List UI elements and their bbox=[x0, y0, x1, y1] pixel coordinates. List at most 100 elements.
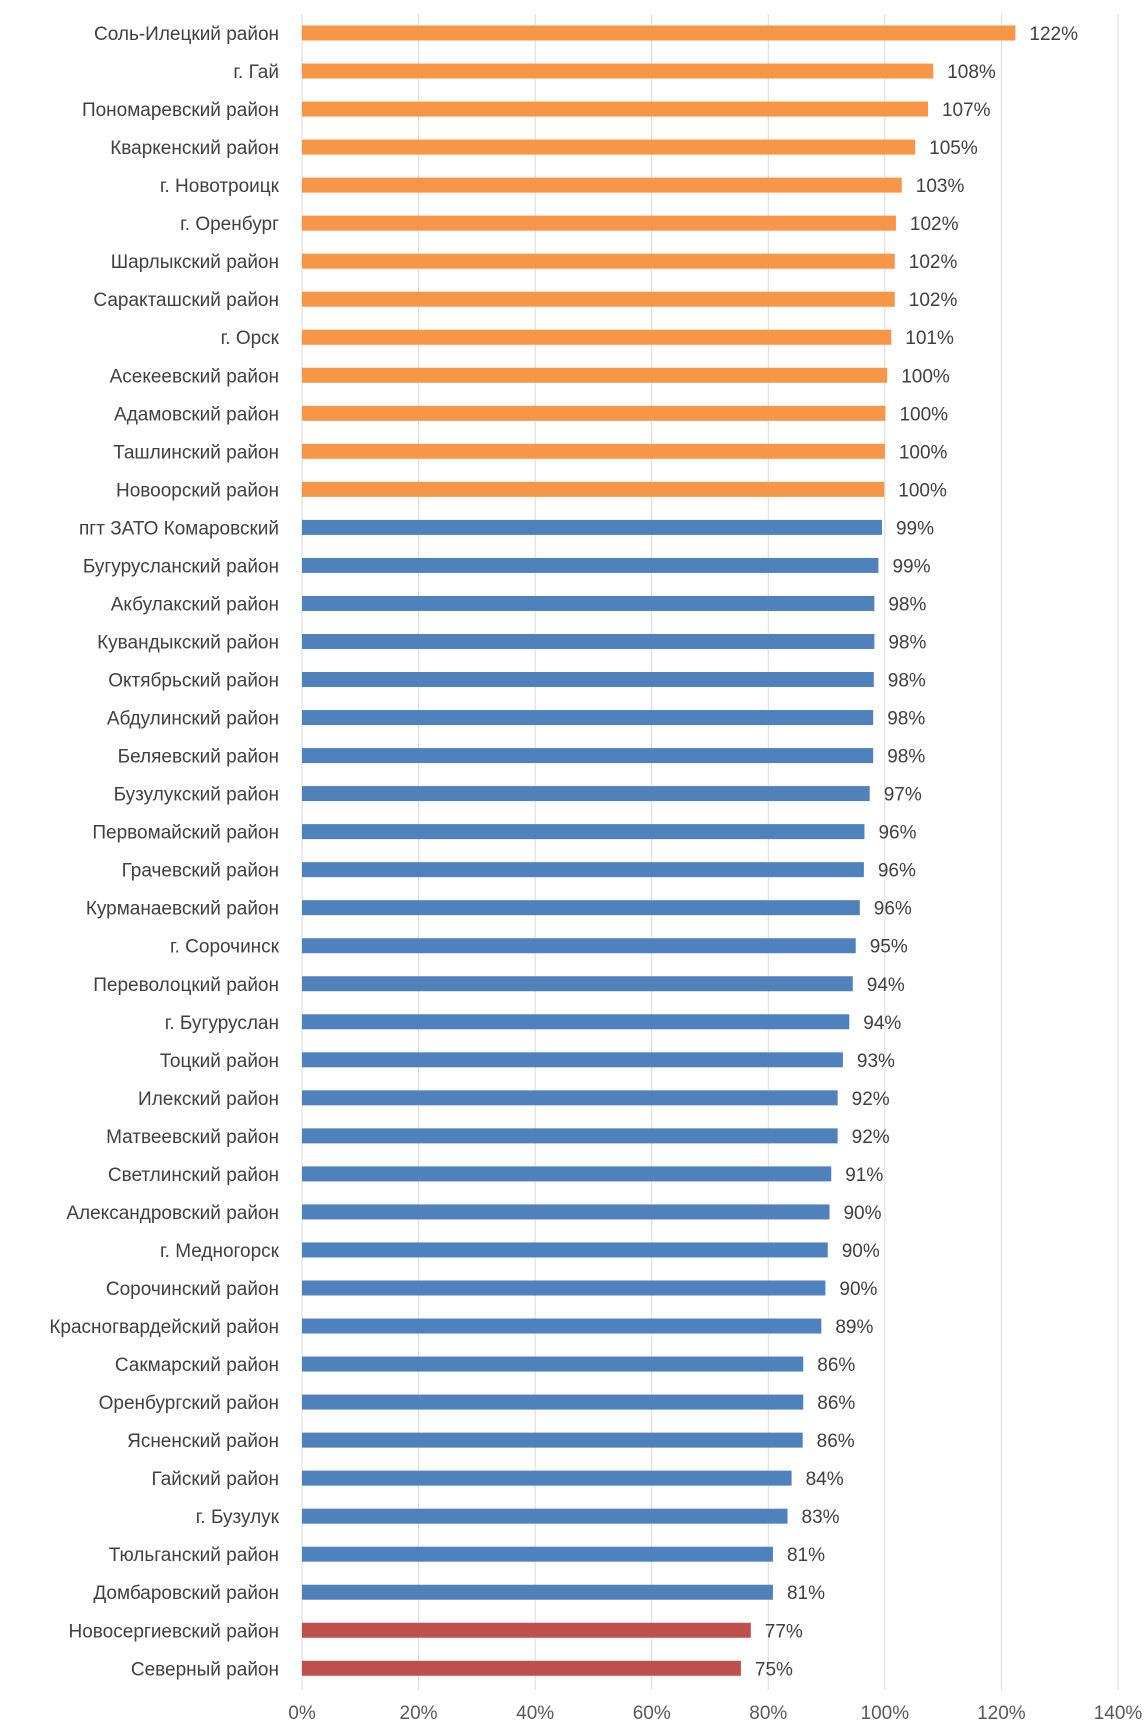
bar bbox=[302, 63, 934, 79]
data-label: 98% bbox=[887, 747, 925, 768]
bars bbox=[302, 25, 1016, 1676]
category-label: Сакмарский район bbox=[115, 1355, 279, 1376]
category-label: Домбаровский район bbox=[93, 1583, 279, 1604]
data-label: 94% bbox=[867, 975, 905, 996]
data-label: 91% bbox=[845, 1165, 883, 1186]
x-tick-label: 100% bbox=[861, 1703, 910, 1724]
bar bbox=[302, 1622, 751, 1638]
category-label: Бузулукский район bbox=[114, 785, 279, 806]
bar bbox=[302, 329, 892, 345]
category-label: Илекский район bbox=[138, 1089, 279, 1110]
category-label: Новосергиевский район bbox=[69, 1621, 279, 1642]
bar bbox=[302, 748, 874, 764]
category-label: Красногвардейский район bbox=[49, 1317, 279, 1338]
data-label: 75% bbox=[755, 1659, 793, 1680]
data-label: 122% bbox=[1029, 24, 1078, 45]
category-label: Пономаревский район bbox=[82, 100, 279, 121]
bar bbox=[302, 862, 864, 878]
data-label: 90% bbox=[842, 1241, 880, 1262]
category-label: Курманаевский район bbox=[86, 899, 279, 920]
category-label: г. Бузулук bbox=[196, 1507, 280, 1528]
bar bbox=[302, 1394, 804, 1410]
category-label: Октябрьский район bbox=[108, 671, 279, 692]
category-label: Абдулинский район bbox=[107, 709, 279, 730]
data-label: 90% bbox=[839, 1279, 877, 1300]
bar bbox=[302, 215, 896, 231]
data-label: 95% bbox=[870, 937, 908, 958]
category-label: Сорочинский район bbox=[106, 1279, 279, 1300]
category-label: Гайский район bbox=[151, 1469, 279, 1490]
bar bbox=[302, 443, 885, 459]
data-label: 81% bbox=[787, 1545, 825, 1566]
bar bbox=[302, 1128, 838, 1144]
data-label: 101% bbox=[905, 328, 954, 349]
data-label: 98% bbox=[888, 594, 926, 615]
bar bbox=[302, 1090, 838, 1106]
data-label: 81% bbox=[787, 1583, 825, 1604]
bar bbox=[302, 1166, 832, 1182]
category-label: г. Медногорск bbox=[160, 1241, 280, 1262]
bar bbox=[302, 672, 874, 688]
data-label: 100% bbox=[898, 480, 947, 501]
category-label: Беляевский район bbox=[118, 747, 279, 768]
category-label: Новоорский район bbox=[116, 480, 279, 501]
category-label: Бугурусланский район bbox=[83, 556, 279, 577]
category-label: Адамовский район bbox=[114, 404, 279, 425]
data-label: 94% bbox=[863, 1013, 901, 1034]
category-label: Шарлыкский район bbox=[111, 252, 279, 273]
bar bbox=[302, 291, 895, 307]
category-label: Ташлинский район bbox=[113, 442, 279, 463]
data-label: 103% bbox=[916, 176, 965, 197]
data-label: 83% bbox=[802, 1507, 840, 1528]
x-tick-label: 0% bbox=[288, 1703, 316, 1724]
bar bbox=[302, 824, 865, 840]
data-label: 99% bbox=[896, 518, 934, 539]
category-label: Ясненский район bbox=[127, 1431, 279, 1452]
data-label: 86% bbox=[817, 1355, 855, 1376]
data-label: 96% bbox=[878, 823, 916, 844]
category-labels: Соль-Илецкий район г. Гай Пономаревский ра… bbox=[49, 24, 279, 1680]
category-label: Оренбургский район bbox=[99, 1393, 279, 1414]
data-label: 98% bbox=[887, 709, 925, 730]
category-label: Первомайский район bbox=[92, 823, 279, 844]
data-label: 105% bbox=[929, 138, 978, 159]
bar bbox=[302, 1508, 788, 1524]
bar bbox=[302, 1014, 850, 1030]
bar bbox=[302, 786, 870, 802]
category-label: г. Сорочинск bbox=[170, 937, 280, 958]
data-label: 102% bbox=[909, 290, 958, 311]
data-label: 97% bbox=[884, 785, 922, 806]
bar bbox=[302, 405, 886, 421]
bar bbox=[302, 367, 888, 383]
value-labels: 122% 108% 107% 105% 103% 102% 102% 102% 101% 100%… bbox=[755, 24, 1078, 1680]
x-tick-label: 40% bbox=[516, 1703, 554, 1724]
category-label: Асекеевский район bbox=[110, 366, 279, 387]
data-label: 98% bbox=[888, 671, 926, 692]
data-label: 100% bbox=[901, 366, 950, 387]
data-label: 102% bbox=[910, 214, 959, 235]
bar bbox=[302, 1660, 741, 1676]
category-label: Матвеевский район bbox=[106, 1127, 279, 1148]
category-label: Кувандыкский район bbox=[97, 632, 279, 653]
category-label: Тоцкий район bbox=[160, 1051, 279, 1072]
category-label: Тюльганский район bbox=[109, 1545, 279, 1566]
category-label: г. Орск bbox=[221, 328, 280, 349]
category-label: Саракташский район bbox=[93, 290, 279, 311]
bar bbox=[302, 1204, 830, 1220]
bar bbox=[302, 938, 856, 954]
bar bbox=[302, 1356, 804, 1372]
bar bbox=[302, 1280, 826, 1296]
bar bbox=[302, 1584, 773, 1600]
x-tick-label: 60% bbox=[633, 1703, 671, 1724]
data-label: 77% bbox=[765, 1621, 803, 1642]
bar bbox=[302, 1470, 792, 1486]
x-tick-label: 120% bbox=[977, 1703, 1026, 1724]
category-label: г. Оренбург bbox=[180, 214, 279, 235]
data-label: 107% bbox=[942, 100, 991, 121]
data-label: 100% bbox=[899, 404, 948, 425]
data-label: 98% bbox=[888, 632, 926, 653]
bar bbox=[302, 1052, 843, 1068]
bar bbox=[302, 1318, 822, 1334]
data-label: 86% bbox=[817, 1393, 855, 1414]
data-label: 84% bbox=[806, 1469, 844, 1490]
